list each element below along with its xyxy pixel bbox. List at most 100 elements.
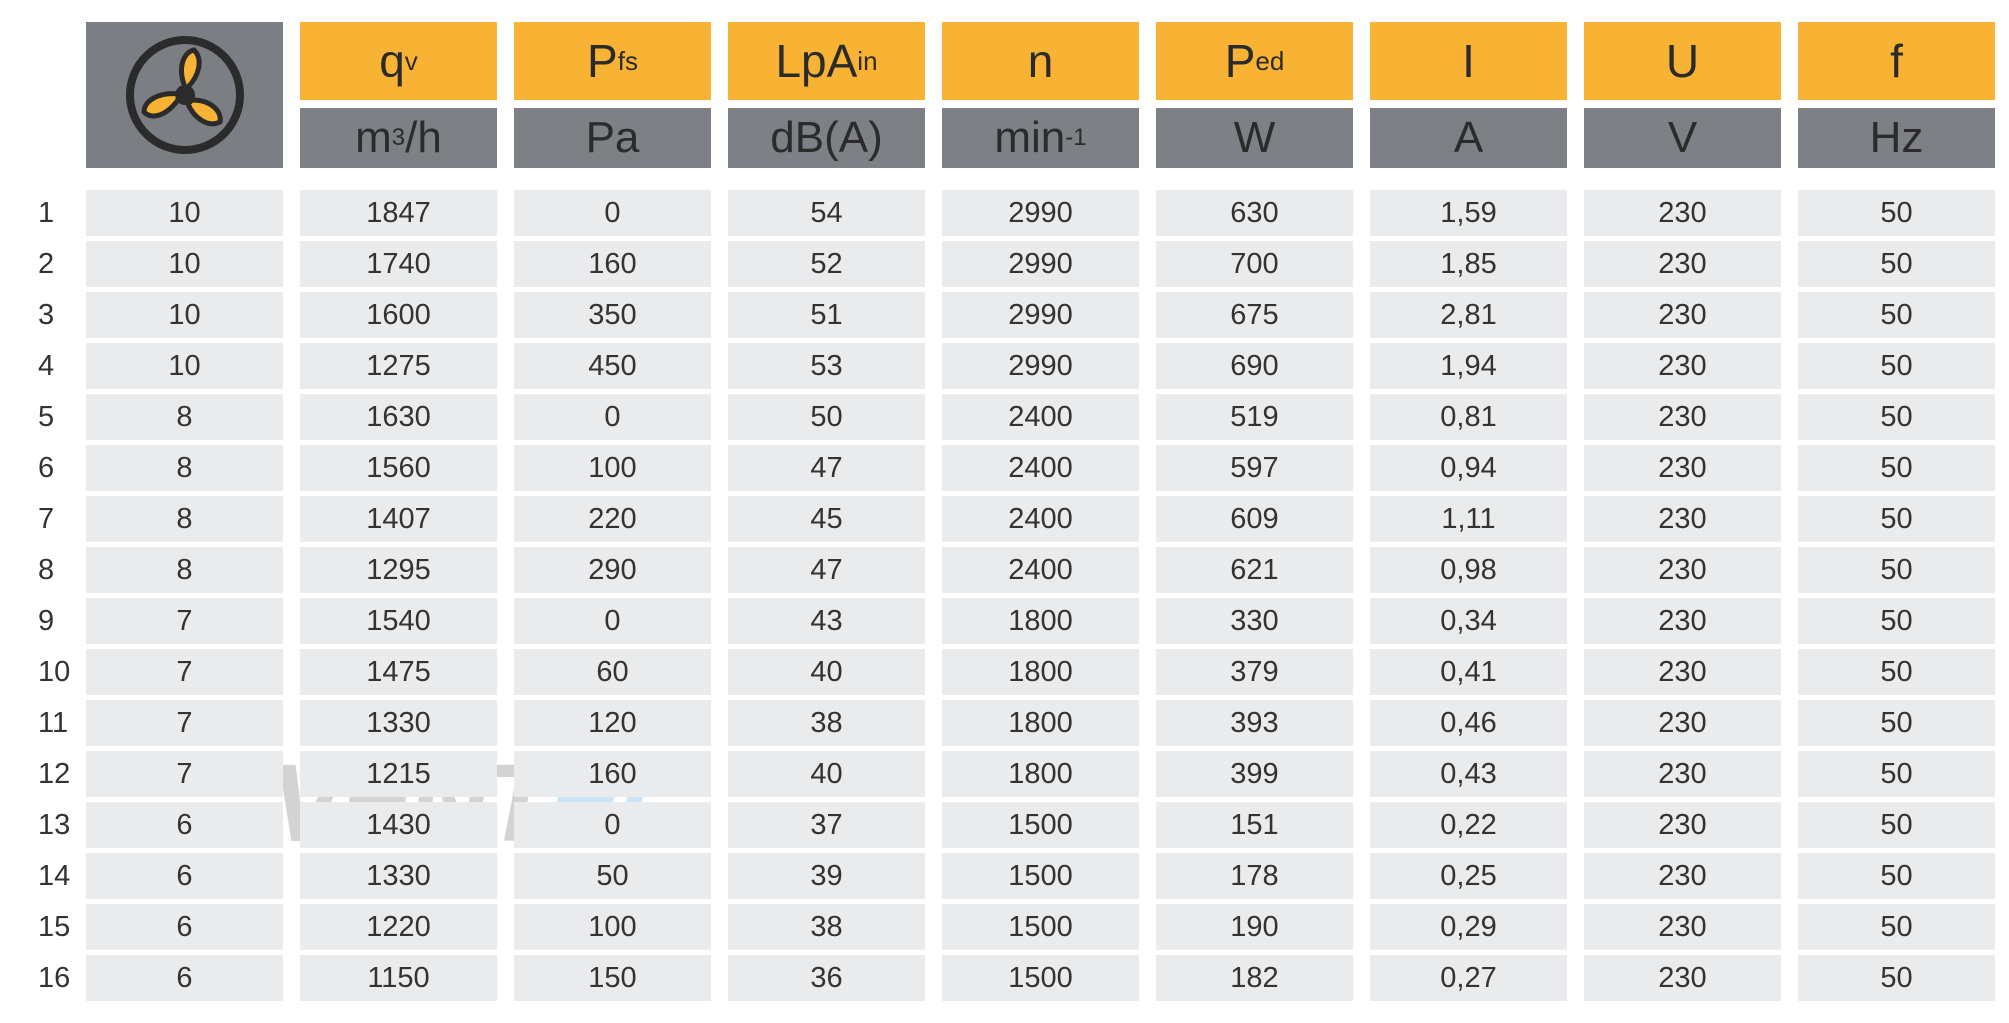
- table-cell: 8: [86, 445, 283, 491]
- table-cell: 1540: [300, 598, 497, 644]
- table-cell: 230: [1584, 598, 1781, 644]
- table-cell: 1560: [300, 445, 497, 491]
- table-cell: 1500: [942, 904, 1139, 950]
- table-cell: 0,81: [1370, 394, 1567, 440]
- table-cell: 2400: [942, 394, 1139, 440]
- table-cell: 10: [86, 190, 283, 236]
- symbol: I: [1462, 35, 1475, 87]
- table-cell: 47: [728, 445, 925, 491]
- table-cell: 51: [728, 292, 925, 338]
- table-cell: 50: [1798, 751, 1995, 797]
- table-cell: 50: [1798, 904, 1995, 950]
- unit: Hz: [1869, 113, 1924, 162]
- symbol-subscript: ed: [1255, 45, 1285, 76]
- table-cell: 0,98: [1370, 547, 1567, 593]
- table-cell: 519: [1156, 394, 1353, 440]
- table-cell: 2990: [942, 241, 1139, 287]
- table-cell: 700: [1156, 241, 1353, 287]
- symbol: U: [1665, 35, 1700, 87]
- table-cell: 45: [728, 496, 925, 542]
- table-cell: 1740: [300, 241, 497, 287]
- table-cell: 0,29: [1370, 904, 1567, 950]
- symbol-subscript: fs: [617, 45, 638, 76]
- table-cell: 50: [1798, 547, 1995, 593]
- table-cell: 230: [1584, 751, 1781, 797]
- table-cell: 151: [1156, 802, 1353, 848]
- table-cell: 10: [86, 343, 283, 389]
- table-cell: 38: [728, 700, 925, 746]
- header-symbol: n: [942, 22, 1139, 100]
- table-cell: 0,25: [1370, 853, 1567, 899]
- row-number: 2: [38, 247, 55, 280]
- table-cell: 6: [86, 955, 283, 1001]
- table-cell: 0,34: [1370, 598, 1567, 644]
- table-cell: 40: [728, 649, 925, 695]
- table-cell: 178: [1156, 853, 1353, 899]
- table-cell: 1430: [300, 802, 497, 848]
- table-cell: 1847: [300, 190, 497, 236]
- table-cell: 330: [1156, 598, 1353, 644]
- table-cell: 1630: [300, 394, 497, 440]
- table-cell: 230: [1584, 955, 1781, 1001]
- table-cell: 230: [1584, 445, 1781, 491]
- row-number: 15: [38, 910, 71, 943]
- row-number: 5: [38, 400, 55, 433]
- table-cell: 1800: [942, 598, 1139, 644]
- table-cell: 230: [1584, 904, 1781, 950]
- table-cell: 2400: [942, 496, 1139, 542]
- table-cell: 2990: [942, 190, 1139, 236]
- icon-cell: [86, 22, 283, 168]
- table-cell: 1500: [942, 955, 1139, 1001]
- unit: V: [1667, 113, 1698, 162]
- row-number: 11: [38, 706, 69, 739]
- table-cell: 0: [514, 598, 711, 644]
- table-cell: 39: [728, 853, 925, 899]
- table-cell: 350: [514, 292, 711, 338]
- table-cell: 2400: [942, 547, 1139, 593]
- fan-icon: [125, 36, 244, 154]
- row-number: 14: [38, 859, 71, 892]
- table-cell: 50: [1798, 700, 1995, 746]
- header-unit: V: [1584, 108, 1781, 168]
- table-cell: 230: [1584, 496, 1781, 542]
- table-cell: 2,81: [1370, 292, 1567, 338]
- table-cell: 230: [1584, 649, 1781, 695]
- table-cell: 160: [514, 751, 711, 797]
- table-cell: 54: [728, 190, 925, 236]
- table-cell: 1220: [300, 904, 497, 950]
- table-cell: 1,59: [1370, 190, 1567, 236]
- table-cell: 230: [1584, 394, 1781, 440]
- table-cell: 399: [1156, 751, 1353, 797]
- symbol: f: [1890, 35, 1903, 87]
- table-cell: 1330: [300, 700, 497, 746]
- table-cell: 379: [1156, 649, 1353, 695]
- table-cell: 230: [1584, 241, 1781, 287]
- table-cell: 1407: [300, 496, 497, 542]
- unit: Pa: [585, 113, 640, 162]
- table-cell: 8: [86, 394, 283, 440]
- table-cell: 1295: [300, 547, 497, 593]
- table-cell: 43: [728, 598, 925, 644]
- table-cell: 100: [514, 904, 711, 950]
- symbol: LpA: [775, 35, 858, 87]
- table-cell: 50: [1798, 802, 1995, 848]
- row-number: 4: [38, 349, 55, 382]
- row-number: 3: [38, 298, 55, 331]
- table-cell: 6: [86, 802, 283, 848]
- header-unit: dB(A): [728, 108, 925, 168]
- table-cell: 675: [1156, 292, 1353, 338]
- table-cell: 50: [1798, 598, 1995, 644]
- table-cell: 40: [728, 751, 925, 797]
- table-cell: 1275: [300, 343, 497, 389]
- table-cell: 230: [1584, 700, 1781, 746]
- table-cell: 8: [86, 547, 283, 593]
- table-cell: 609: [1156, 496, 1353, 542]
- table-cell: 50: [728, 394, 925, 440]
- table-cell: 1330: [300, 853, 497, 899]
- table-cell: 220: [514, 496, 711, 542]
- table-cell: 1800: [942, 700, 1139, 746]
- table-cell: 50: [1798, 241, 1995, 287]
- symbol: P: [1224, 35, 1256, 87]
- header-symbol: U: [1584, 22, 1781, 100]
